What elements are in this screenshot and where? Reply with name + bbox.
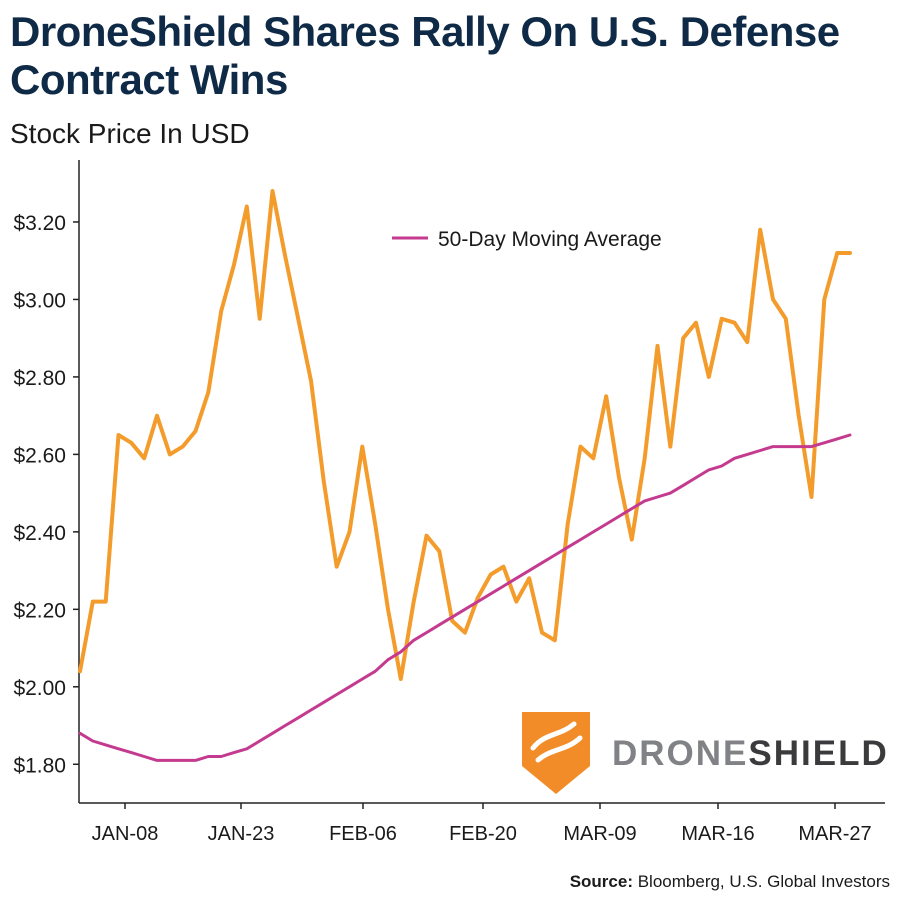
x-tick-label: FEB-06 <box>329 823 397 845</box>
logo-text-shield: SHIELD <box>748 734 888 773</box>
x-tick-label: JAN-08 <box>92 823 159 845</box>
source-note: Source: Bloomberg, U.S. Global Investors <box>570 872 890 892</box>
x-tick-label: FEB-20 <box>449 823 517 845</box>
x-tick-label: MAR-09 <box>563 823 636 845</box>
source-label: Source: <box>569 872 633 891</box>
series-line-moving-average <box>78 433 852 762</box>
y-tick-label: $2.00 <box>13 677 66 700</box>
y-tick-label: $3.20 <box>13 212 66 235</box>
x-tick-label: MAR-27 <box>798 823 871 845</box>
chart-subtitle: Stock Price In USD <box>10 118 250 149</box>
y-tick-label: $2.60 <box>13 444 66 467</box>
x-tick-label: MAR-16 <box>681 823 754 845</box>
x-tick-label: JAN-23 <box>208 823 275 845</box>
x-axis: JAN-08 JAN-23 FEB-06 FEB-20 MAR-09 MAR-16 MAR-… <box>92 803 872 845</box>
droneshield-shield-icon <box>522 712 590 794</box>
series-line-stock-price <box>78 189 852 681</box>
chart-title: DroneShield Shares Rally On U.S. Defense… <box>10 8 840 103</box>
logo-text-drone: DRONE <box>612 734 748 773</box>
legend-label-moving-average: 50-Day Moving Average <box>438 228 662 251</box>
series-lines <box>78 189 852 762</box>
svg-text:DRONESHIELD: DRONESHIELD <box>612 734 889 773</box>
y-axis: $1.80 $2.00 $2.20 $2.40 $2.60 $2.80 $3.00 $3.20 <box>13 212 79 777</box>
legend: 50-Day Moving Average <box>392 228 662 251</box>
y-tick-label: $1.80 <box>13 754 66 777</box>
y-tick-label: $2.80 <box>13 367 66 390</box>
y-tick-label: $2.20 <box>13 599 66 622</box>
source-text: Bloomberg, U.S. Global Investors <box>637 872 890 891</box>
droneshield-logo: DRONESHIELD <box>522 712 889 794</box>
y-tick-label: $3.00 <box>13 289 66 312</box>
y-tick-label: $2.40 <box>13 522 66 545</box>
